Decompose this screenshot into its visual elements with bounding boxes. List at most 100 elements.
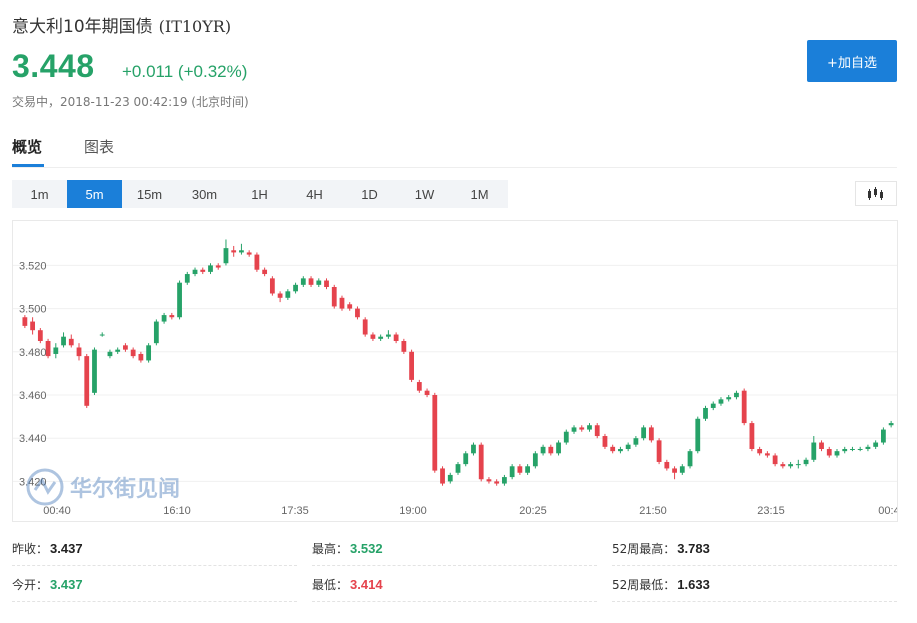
candle[interactable] xyxy=(37,328,43,344)
candle[interactable] xyxy=(509,464,515,480)
candle[interactable] xyxy=(602,433,608,449)
candle[interactable] xyxy=(246,250,252,257)
candle[interactable] xyxy=(741,388,747,426)
candle[interactable] xyxy=(772,453,778,467)
candle[interactable] xyxy=(618,446,623,454)
candle[interactable] xyxy=(865,444,871,452)
candle[interactable] xyxy=(239,243,244,255)
candle[interactable] xyxy=(648,425,654,443)
candle[interactable] xyxy=(548,444,554,456)
candle[interactable] xyxy=(192,267,198,277)
candle[interactable] xyxy=(331,284,337,309)
candle[interactable] xyxy=(169,312,175,320)
candle[interactable] xyxy=(563,429,569,445)
candle[interactable] xyxy=(61,332,66,348)
candle[interactable] xyxy=(123,343,128,352)
candle[interactable] xyxy=(494,479,500,486)
candle[interactable] xyxy=(269,276,275,296)
period-1d[interactable]: 1D xyxy=(361,186,378,202)
candle[interactable] xyxy=(99,332,105,337)
candle[interactable] xyxy=(625,442,631,452)
candle[interactable] xyxy=(84,353,90,408)
candle[interactable] xyxy=(231,245,237,257)
candle[interactable] xyxy=(571,425,577,434)
candle[interactable] xyxy=(355,306,360,320)
candle[interactable] xyxy=(92,347,97,395)
period-1mo[interactable]: 1M xyxy=(470,186,489,202)
candle[interactable] xyxy=(641,425,647,441)
candle[interactable] xyxy=(540,444,546,456)
candle[interactable] xyxy=(471,442,476,456)
candle[interactable] xyxy=(610,444,616,454)
candle[interactable] xyxy=(293,282,298,294)
candle[interactable] xyxy=(277,291,283,303)
period-15m[interactable]: 15m xyxy=(136,186,163,202)
candle[interactable] xyxy=(857,446,863,452)
candle[interactable] xyxy=(679,464,685,475)
candle[interactable] xyxy=(285,289,291,300)
candle[interactable] xyxy=(703,405,708,421)
candle[interactable] xyxy=(850,446,855,452)
period-1m[interactable]: 1m xyxy=(30,186,49,202)
candle[interactable] xyxy=(115,347,121,354)
candle[interactable] xyxy=(184,271,190,285)
candle[interactable] xyxy=(432,392,438,473)
candle[interactable] xyxy=(834,449,840,458)
candle[interactable] xyxy=(177,280,182,320)
candle[interactable] xyxy=(656,438,662,465)
candle[interactable] xyxy=(695,416,701,454)
candle[interactable] xyxy=(718,397,724,406)
period-1w[interactable]: 1W xyxy=(414,186,435,202)
candle[interactable] xyxy=(68,334,74,348)
candle[interactable] xyxy=(478,442,484,482)
candle[interactable] xyxy=(486,477,492,484)
candle[interactable] xyxy=(300,276,306,287)
candle[interactable] xyxy=(130,347,136,359)
candle[interactable] xyxy=(30,317,35,335)
candle[interactable] xyxy=(803,457,809,467)
candle[interactable] xyxy=(393,332,399,344)
candle[interactable] xyxy=(339,295,345,311)
add-to-watchlist-button[interactable]: +加自选 xyxy=(807,40,897,82)
candle[interactable] xyxy=(687,449,693,469)
candle[interactable] xyxy=(347,302,353,311)
candle[interactable] xyxy=(455,461,461,475)
candle[interactable] xyxy=(254,252,260,272)
candle[interactable] xyxy=(416,379,422,393)
candle[interactable] xyxy=(710,401,716,411)
candle[interactable] xyxy=(153,319,159,346)
candle[interactable] xyxy=(788,461,793,469)
candle[interactable] xyxy=(463,451,469,467)
candle[interactable] xyxy=(594,423,600,439)
candle[interactable] xyxy=(76,343,82,361)
candle[interactable] xyxy=(556,440,561,456)
candle[interactable] xyxy=(424,388,430,398)
candle[interactable] xyxy=(53,343,59,359)
candle[interactable] xyxy=(517,464,523,475)
candle[interactable] xyxy=(385,330,391,339)
tab-overview[interactable]: 概览 xyxy=(12,138,43,156)
candle[interactable] xyxy=(370,332,376,341)
candle[interactable] xyxy=(409,349,414,383)
period-1h[interactable]: 1H xyxy=(251,186,268,202)
candle[interactable] xyxy=(672,466,677,480)
candle[interactable] xyxy=(502,474,507,486)
candle[interactable] xyxy=(324,278,329,290)
period-30m[interactable]: 30m xyxy=(191,186,218,202)
candle[interactable] xyxy=(842,446,848,454)
candle[interactable] xyxy=(873,440,879,449)
candlestick-chart[interactable]: 3.520 3.500 3.480 3.460 3.440 3.420 00:40 16:1… xyxy=(13,221,897,521)
candle[interactable] xyxy=(378,334,384,341)
candle[interactable] xyxy=(447,472,453,484)
candle[interactable] xyxy=(146,343,152,363)
candle[interactable] xyxy=(532,451,538,469)
candle[interactable] xyxy=(749,420,755,452)
candle[interactable] xyxy=(316,278,322,287)
candle[interactable] xyxy=(757,446,763,456)
candle[interactable] xyxy=(215,263,221,270)
candle[interactable] xyxy=(161,312,167,324)
candle[interactable] xyxy=(764,451,770,458)
candle[interactable] xyxy=(208,263,213,275)
candle[interactable] xyxy=(826,446,832,458)
tab-chart[interactable]: 图表 xyxy=(84,138,115,156)
